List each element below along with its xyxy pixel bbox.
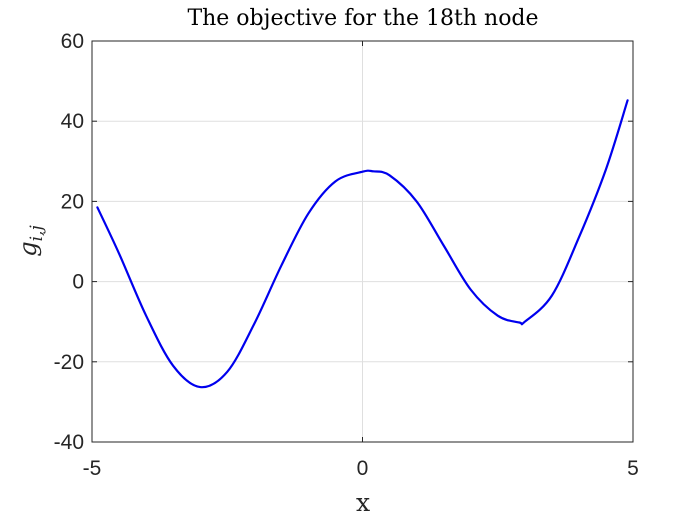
series-line <box>96 99 629 389</box>
grid-lines <box>91 40 634 443</box>
y-tick-label: 0 <box>72 271 84 294</box>
y-tick-label: 60 <box>61 30 84 53</box>
y-tick-label: 20 <box>61 190 84 213</box>
axis-ticks: -5 0 5 -40 -20 0 20 40 60 <box>54 30 639 480</box>
y-tick-label: -40 <box>54 431 84 454</box>
series-layer <box>96 99 629 389</box>
y-tick-label: -20 <box>54 351 84 374</box>
y-tick-label: 40 <box>61 110 84 133</box>
chart-title: The objective for the 18th node <box>187 6 538 31</box>
y-axis-label-base: g <box>14 241 42 256</box>
x-tick-label: -5 <box>83 457 102 480</box>
y-axis-label: gi,j <box>14 225 47 257</box>
x-tick-label: 5 <box>627 457 639 480</box>
x-tick-label: 0 <box>357 457 369 480</box>
y-axis-label-subscript: i,j <box>27 225 47 242</box>
x-axis-label: x <box>356 488 370 517</box>
